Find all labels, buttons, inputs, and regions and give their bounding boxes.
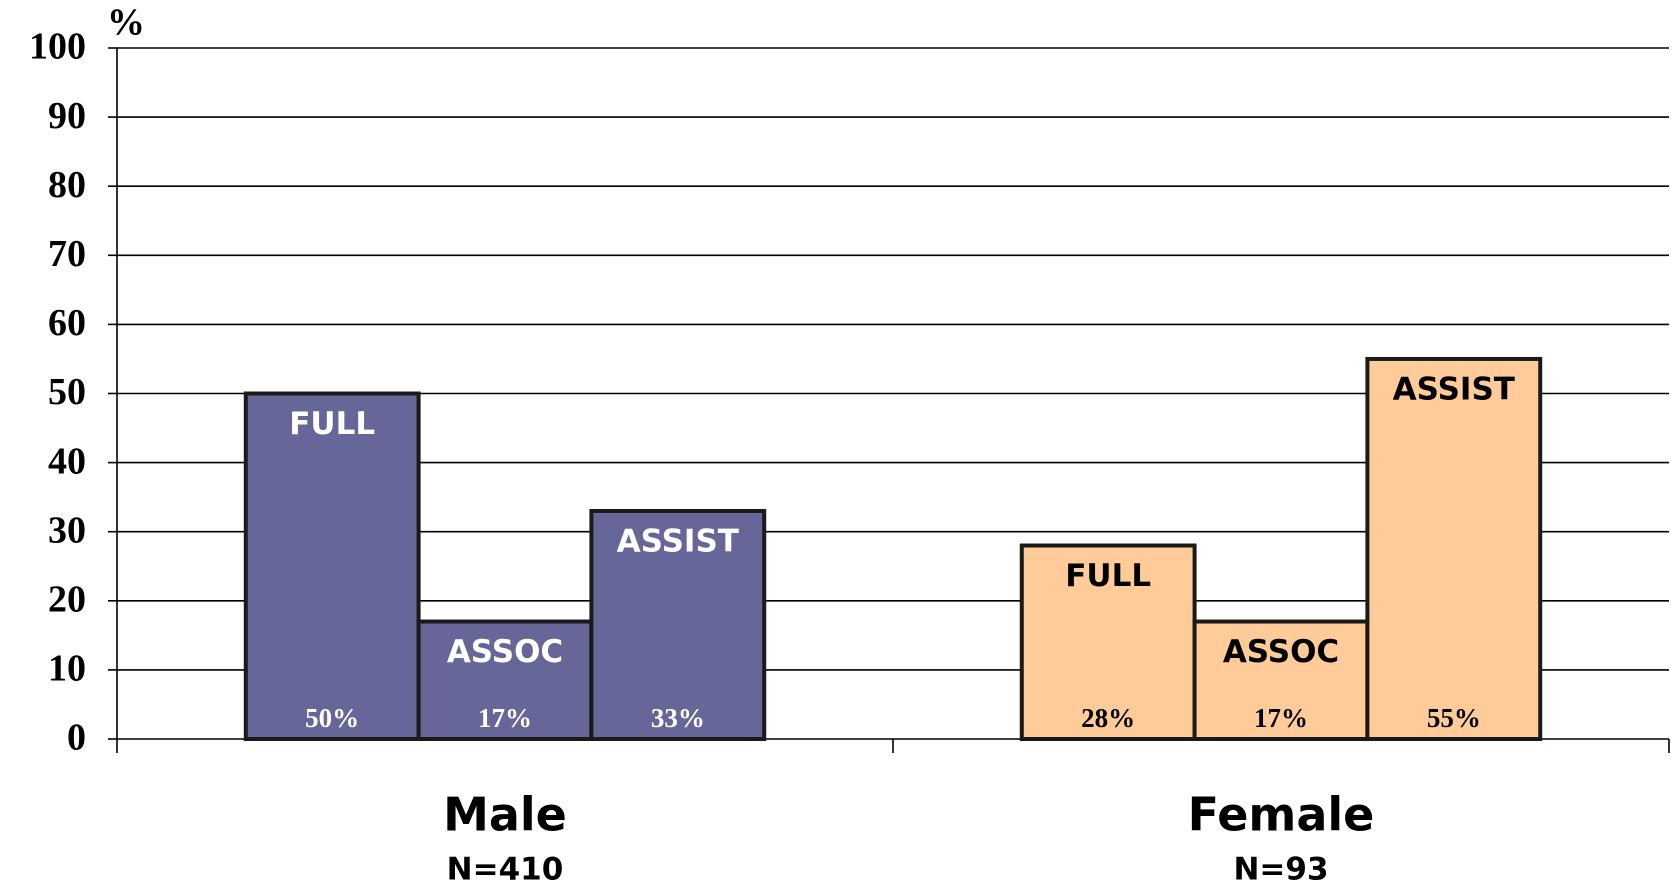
category-note: N=410 (447, 852, 564, 888)
bar (243, 391, 421, 741)
value-label: 17% (478, 703, 532, 733)
y-tick-label: 40 (48, 440, 86, 482)
y-tick-label: 50 (48, 371, 86, 413)
y-tick-label: 60 (48, 302, 86, 344)
y-tick-label: 70 (48, 233, 86, 275)
y-axis-label: % (107, 2, 145, 44)
value-label: 50% (305, 703, 359, 733)
x-tick-label: Female (1188, 788, 1375, 842)
y-tick-label: 90 (48, 95, 86, 137)
series-label: ASSIST (617, 523, 739, 559)
y-tick-label: 0 (67, 717, 86, 759)
y-tick-label: 20 (48, 579, 86, 621)
y-tick-label: 80 (48, 164, 86, 206)
x-tick-label: Male (443, 788, 567, 842)
bar (1192, 619, 1370, 742)
bar (589, 508, 767, 741)
bar (1019, 543, 1197, 742)
series-label: ASSOC (447, 634, 563, 670)
series-label: FULL (1065, 558, 1151, 594)
category-note: N=93 (1233, 852, 1328, 888)
series-label: ASSOC (1223, 634, 1339, 670)
value-label: 33% (651, 703, 705, 733)
value-label: 28% (1081, 703, 1135, 733)
value-label: 17% (1254, 703, 1308, 733)
bar (1365, 356, 1543, 741)
y-tick-label: 30 (48, 509, 86, 551)
series-label: FULL (289, 406, 375, 442)
series-label: ASSIST (1393, 371, 1515, 407)
value-label: 55% (1427, 703, 1481, 733)
bar (416, 619, 594, 742)
y-tick-label: 100 (29, 26, 86, 68)
y-tick-label: 10 (48, 648, 86, 690)
